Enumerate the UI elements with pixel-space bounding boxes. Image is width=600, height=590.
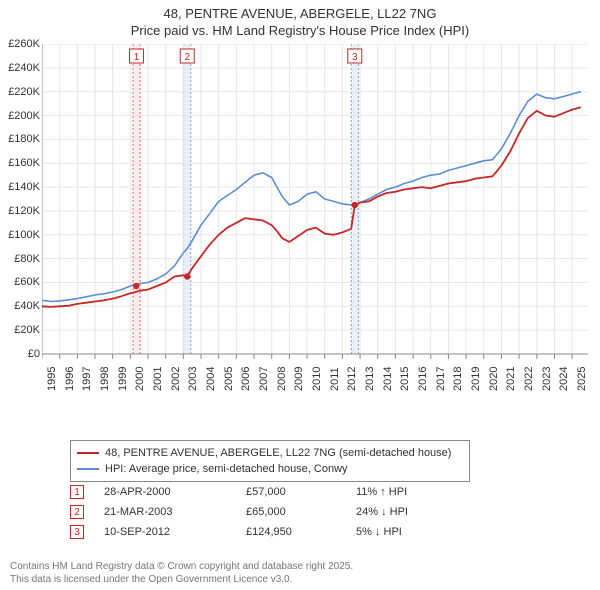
y-tick-label: £20K [0, 324, 40, 336]
y-tick-label: £60K [0, 276, 40, 288]
event-marker-3: 3 [70, 525, 84, 539]
y-tick-label: £240K [0, 62, 40, 74]
event-hpi-3: 5% ↓ HPI [356, 526, 466, 538]
event-price-2: £65,000 [246, 506, 356, 518]
event-marker-3-label: 3 [74, 527, 80, 538]
legend-label-hpi: HPI: Average price, semi-detached house,… [105, 463, 348, 475]
event-price-3: £124,950 [246, 526, 356, 538]
footer: Contains HM Land Registry data © Crown c… [10, 561, 353, 586]
event-marker-1: 1 [70, 485, 84, 499]
event-row-1: 1 28-APR-2000 £57,000 11% ↑ HPI [70, 482, 466, 502]
title-line2: Price paid vs. HM Land Registry's House … [0, 23, 600, 38]
chart-area: 1 2 3 [42, 44, 588, 404]
legend-swatch-price-paid [77, 452, 99, 454]
event-date-3: 10-SEP-2012 [104, 526, 246, 538]
legend-swatch-hpi [77, 468, 99, 470]
legend-label-price-paid: 48, PENTRE AVENUE, ABERGELE, LL22 7NG (s… [105, 447, 451, 459]
chart-container: 48, PENTRE AVENUE, ABERGELE, LL22 7NG Pr… [0, 0, 600, 590]
y-tick-label: £140K [0, 181, 40, 193]
title-line1: 48, PENTRE AVENUE, ABERGELE, LL22 7NG [0, 6, 600, 21]
svg-text:2: 2 [184, 52, 190, 63]
y-tick-label: £40K [0, 300, 40, 312]
y-tick-label: £220K [0, 86, 40, 98]
event-marker-2: 2 [70, 505, 84, 519]
legend-row-hpi: HPI: Average price, semi-detached house,… [77, 461, 463, 477]
y-tick-label: £80K [0, 253, 40, 265]
legend: 48, PENTRE AVENUE, ABERGELE, LL22 7NG (s… [70, 440, 470, 482]
chart-svg: 1 2 3 [42, 44, 588, 404]
y-tick-label: £180K [0, 133, 40, 145]
y-tick-label: £160K [0, 157, 40, 169]
event-date-1: 28-APR-2000 [104, 486, 246, 498]
event-row-2: 2 21-MAR-2003 £65,000 24% ↓ HPI [70, 502, 466, 522]
y-tick-label: £100K [0, 229, 40, 241]
event-hpi-2: 24% ↓ HPI [356, 506, 466, 518]
footer-line1: Contains HM Land Registry data © Crown c… [10, 561, 353, 574]
y-tick-label: £0 [0, 348, 40, 360]
event-price-1: £57,000 [246, 486, 356, 498]
events-table: 1 28-APR-2000 £57,000 11% ↑ HPI 2 21-MAR… [70, 482, 466, 542]
event-marker-1-label: 1 [74, 487, 80, 498]
event-row-3: 3 10-SEP-2012 £124,950 5% ↓ HPI [70, 522, 466, 542]
title-block: 48, PENTRE AVENUE, ABERGELE, LL22 7NG Pr… [0, 0, 600, 40]
event-marker-2-label: 2 [74, 507, 80, 518]
y-tick-label: £260K [0, 38, 40, 50]
footer-line2: This data is licensed under the Open Gov… [10, 574, 353, 587]
event-hpi-1: 11% ↑ HPI [356, 486, 466, 498]
svg-text:3: 3 [352, 52, 358, 63]
event-date-2: 21-MAR-2003 [104, 506, 246, 518]
svg-text:1: 1 [134, 52, 140, 63]
y-tick-label: £200K [0, 110, 40, 122]
legend-row-price-paid: 48, PENTRE AVENUE, ABERGELE, LL22 7NG (s… [77, 445, 463, 461]
y-tick-label: £120K [0, 205, 40, 217]
